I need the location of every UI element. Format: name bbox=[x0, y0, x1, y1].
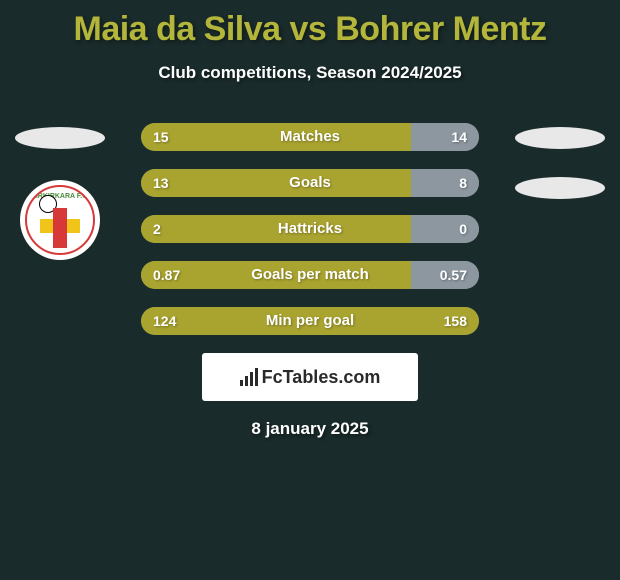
stat-value-right: 8 bbox=[459, 169, 467, 197]
fctables-icon-bar bbox=[240, 380, 243, 386]
fctables-credit: FcTables.com bbox=[202, 353, 418, 401]
stat-label: Goals bbox=[141, 169, 479, 197]
subtitle: Club competitions, Season 2024/2025 bbox=[0, 63, 620, 83]
page-title: Maia da Silva vs Bohrer Mentz bbox=[0, 0, 620, 49]
stat-label: Matches bbox=[141, 123, 479, 151]
stat-value-right: 0 bbox=[459, 215, 467, 243]
date-text: 8 january 2025 bbox=[0, 419, 620, 439]
stat-row: 124Min per goal158 bbox=[141, 307, 479, 335]
stat-bars: 15Matches14 13Goals8 2Hattricks0 0.87Goals … bbox=[141, 123, 479, 335]
stat-row: 13Goals8 bbox=[141, 169, 479, 197]
fctables-icon-bar bbox=[255, 368, 258, 386]
stat-label: Goals per match bbox=[141, 261, 479, 289]
fctables-icon-bar bbox=[245, 376, 248, 386]
stat-label: Hattricks bbox=[141, 215, 479, 243]
stat-label: Min per goal bbox=[141, 307, 479, 335]
fctables-label: FcTables.com bbox=[262, 367, 381, 388]
stat-row: 2Hattricks0 bbox=[141, 215, 479, 243]
comparison-area: 15Matches14 13Goals8 2Hattricks0 0.87Goals … bbox=[0, 123, 620, 335]
fctables-chart-icon bbox=[240, 368, 258, 386]
stat-value-right: 14 bbox=[451, 123, 467, 151]
fctables-icon-bar bbox=[250, 372, 253, 386]
stat-row: 0.87Goals per match0.57 bbox=[141, 261, 479, 289]
infographic-container: Maia da Silva vs Bohrer Mentz Club compe… bbox=[0, 0, 620, 580]
stat-row: 15Matches14 bbox=[141, 123, 479, 151]
stat-value-right: 158 bbox=[444, 307, 467, 335]
stat-value-right: 0.57 bbox=[440, 261, 467, 289]
